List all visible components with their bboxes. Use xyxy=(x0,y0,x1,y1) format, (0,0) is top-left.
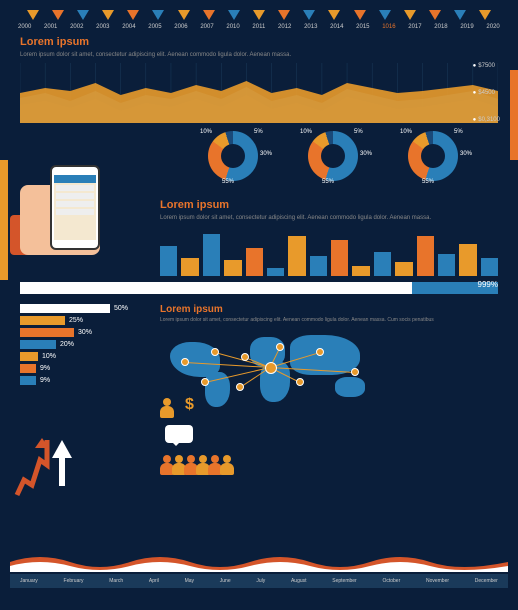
months-axis: JanuaryFebruaryMarchAprilMayJuneJulyAugu… xyxy=(10,574,508,588)
section1-subtitle: Lorem ipsum dolor sit amet, consectetur … xyxy=(10,52,508,63)
arrow-stem xyxy=(59,456,65,486)
timeline-years: 2000200120022003200420052006200720102011… xyxy=(10,22,508,32)
map-subtitle: Lorem ipsum dolor sit amet, consectetur … xyxy=(160,317,498,323)
dollar-icon: $ xyxy=(185,396,194,414)
trend-arrow-icon xyxy=(12,430,52,500)
people-row xyxy=(160,455,230,471)
area-chart: $7500$4500$0,3100 xyxy=(20,63,498,123)
horizontal-bars: 50%25%30%20%10%9%9% xyxy=(20,304,150,440)
left-stripe xyxy=(0,160,8,280)
section1-title: Lorem ipsum xyxy=(10,32,508,52)
phone-illustration xyxy=(10,155,140,265)
map-title: Lorem ipsum xyxy=(160,304,498,315)
progress-bar: 999% xyxy=(20,282,498,294)
wave-decoration xyxy=(10,552,508,572)
person-icon xyxy=(160,398,174,418)
map-section: Lorem ipsum Lorem ipsum dolor sit amet, … xyxy=(160,304,498,440)
chat-icon xyxy=(165,425,193,443)
progress-label: 999% xyxy=(478,280,498,289)
area-chart-scale: $7500$4500$0,3100 xyxy=(473,63,500,123)
bunting-row xyxy=(10,10,508,22)
right-stripe xyxy=(510,70,518,160)
world-map xyxy=(160,327,498,417)
